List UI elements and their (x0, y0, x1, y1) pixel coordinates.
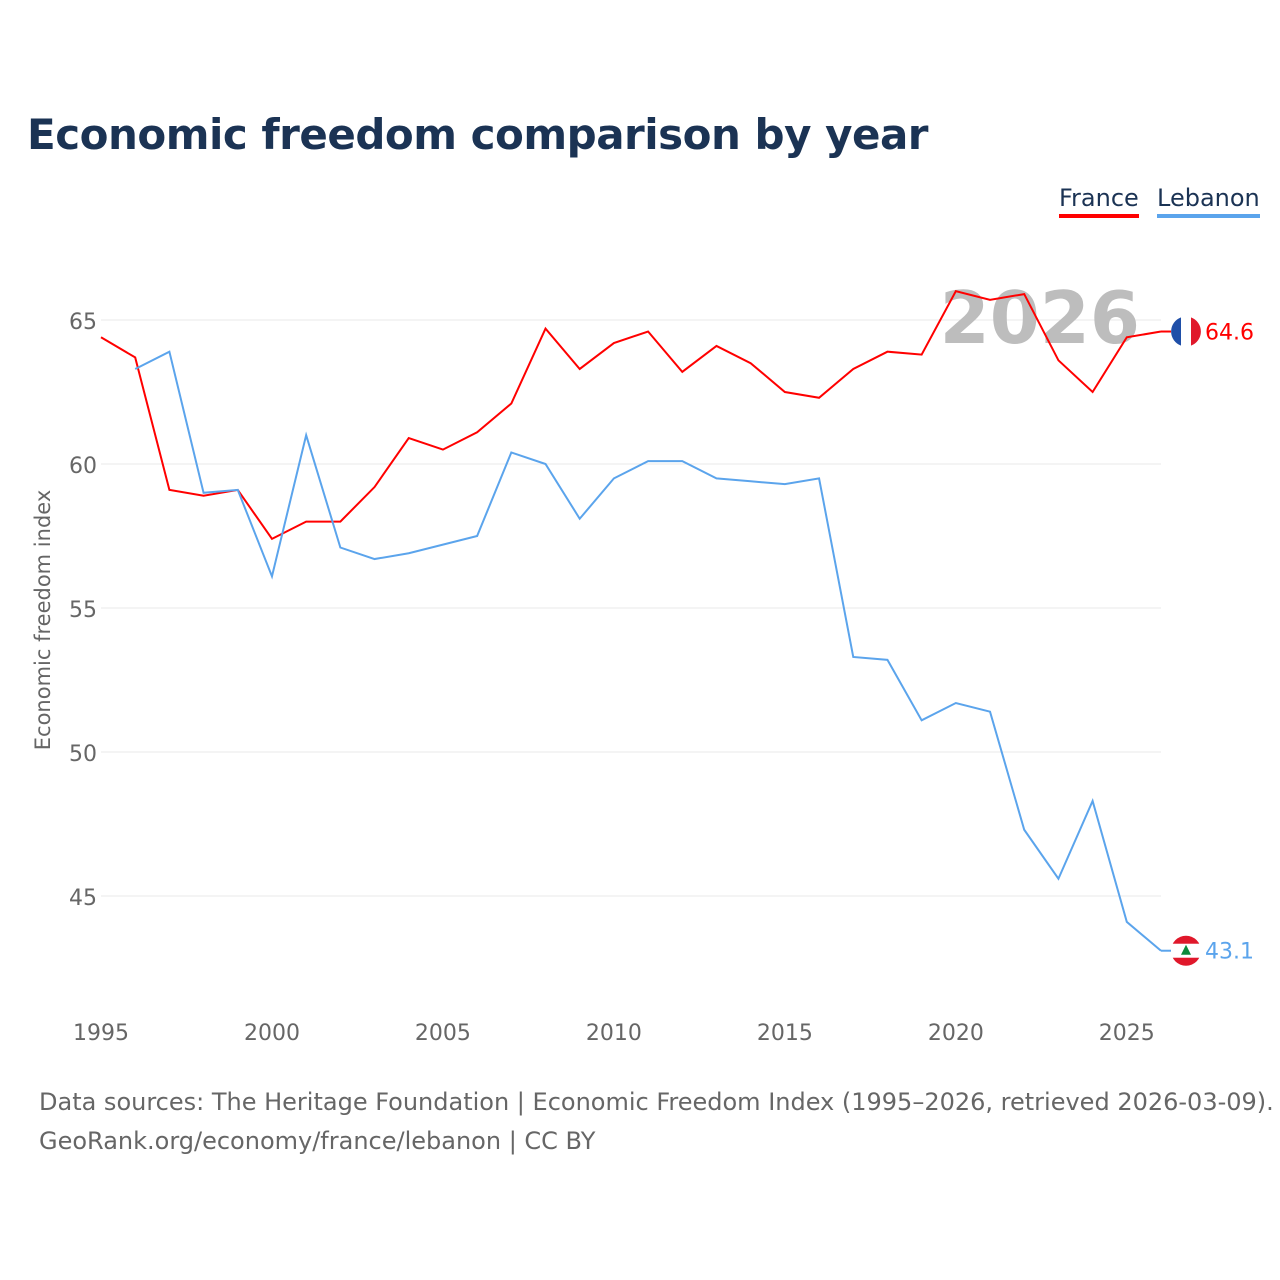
x-tick-label: 2010 (586, 1021, 642, 1046)
data-point-lebanon (851, 655, 855, 659)
x-tick-label: 2020 (928, 1021, 984, 1046)
data-point-lebanon (749, 479, 753, 483)
data-point-lebanon (578, 517, 582, 521)
flag-lebanon-cedar (1181, 944, 1191, 955)
data-point-france (749, 361, 753, 365)
y-tick-label: 65 (69, 310, 97, 335)
data-point-lebanon (988, 710, 992, 714)
chart-title: Economic freedom comparison by year (27, 110, 929, 159)
data-point-france (885, 350, 889, 354)
data-point-france (783, 390, 787, 394)
legend-lebanon[interactable]: Lebanon (1157, 184, 1260, 218)
data-point-lebanon (202, 491, 206, 495)
data-point-lebanon (885, 658, 889, 662)
data-point-france (167, 488, 171, 492)
y-tick-label: 55 (69, 598, 97, 623)
data-point-lebanon (236, 488, 240, 492)
data-point-lebanon (1091, 799, 1095, 803)
data-point-france (304, 520, 308, 524)
data-point-france (475, 430, 479, 434)
data-point-france (646, 330, 650, 334)
data-point-lebanon (1056, 877, 1060, 881)
data-point-france (578, 367, 582, 371)
data-point-france (1091, 390, 1095, 394)
data-point-lebanon (407, 551, 411, 555)
data-source-text: Data sources: The Heritage Foundation | … (39, 1088, 1274, 1116)
year-watermark: 2026 (940, 276, 1140, 360)
series-line-france (100, 290, 1162, 541)
data-point-france (612, 341, 616, 345)
data-point-lebanon (646, 459, 650, 463)
x-tick-label: 1995 (73, 1021, 129, 1046)
data-point-france (441, 448, 445, 452)
flag-france-blue (1171, 317, 1181, 346)
data-point-lebanon (167, 350, 171, 354)
data-point-lebanon (475, 534, 479, 538)
data-point-lebanon (1125, 920, 1129, 924)
data-point-france (407, 436, 411, 440)
data-point-france (920, 353, 924, 357)
data-point-france (680, 370, 684, 374)
data-point-lebanon (509, 450, 513, 454)
x-tick-label: 2015 (757, 1021, 813, 1046)
legend-france[interactable]: France (1059, 184, 1139, 218)
line-chart: 45 50 55 60 65 1995 2000 2005 2010 2015 2020 2025 Ec… (31, 276, 1254, 1046)
x-tick-label: 2005 (415, 1021, 471, 1046)
data-point-lebanon (338, 546, 342, 550)
data-point-france (954, 289, 958, 293)
end-value-label-france: 64.6 (1205, 321, 1254, 346)
data-point-france (270, 537, 274, 541)
data-point-lebanon (783, 482, 787, 486)
data-point-france (851, 367, 855, 371)
data-point-france (714, 344, 718, 348)
y-axis-label: Economic freedom index (31, 490, 55, 751)
data-point-lebanon (133, 367, 137, 371)
data-point-lebanon (612, 476, 616, 480)
data-point-france (1125, 335, 1129, 339)
data-point-france (1022, 292, 1026, 296)
data-point-france (99, 335, 103, 339)
data-point-lebanon (920, 718, 924, 722)
end-value-label-lebanon: 43.1 (1205, 940, 1254, 965)
x-tick-label: 2025 (1099, 1021, 1155, 1046)
data-point-lebanon (373, 557, 377, 561)
data-point-lebanon (817, 476, 821, 480)
data-point-lebanon (270, 574, 274, 578)
x-tick-label: 2000 (244, 1021, 300, 1046)
data-point-lebanon (680, 459, 684, 463)
data-point-france (817, 396, 821, 400)
attribution-text: GeoRank.org/economy/france/lebanon | CC … (39, 1127, 596, 1155)
y-tick-label: 45 (69, 886, 97, 911)
data-point-france (133, 355, 137, 359)
data-point-france (373, 485, 377, 489)
data-point-lebanon (441, 543, 445, 547)
y-tick-label: 50 (69, 742, 97, 767)
data-point-lebanon (544, 462, 548, 466)
data-point-lebanon (1022, 828, 1026, 832)
data-point-france (338, 520, 342, 524)
data-point-france (988, 298, 992, 302)
data-point-lebanon (714, 476, 718, 480)
y-tick-label: 60 (69, 454, 97, 479)
data-point-lebanon (304, 433, 308, 437)
data-point-france (509, 402, 513, 406)
series-line-lebanon (134, 350, 1162, 952)
data-point-france (1056, 358, 1060, 362)
flag-france-red (1191, 317, 1201, 346)
data-point-france (544, 327, 548, 331)
data-point-lebanon (954, 701, 958, 705)
